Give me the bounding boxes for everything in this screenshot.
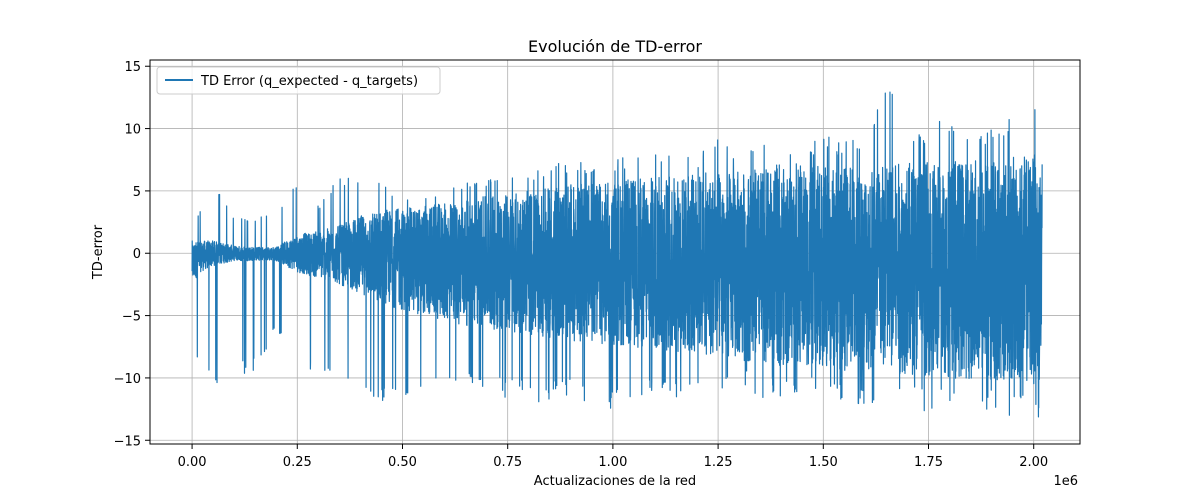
- y-tick-label: −10: [114, 372, 141, 387]
- y-axis-label: TD-error: [91, 224, 106, 280]
- x-tick-label: 2.00: [1019, 455, 1048, 470]
- chart-title: Evolución de TD-error: [528, 37, 702, 56]
- x-tick-label: 0.75: [493, 455, 522, 470]
- y-ticks: −15 −10 −5 0 5 10 15: [114, 60, 150, 449]
- x-offset-label: 1e6: [1053, 474, 1078, 489]
- x-tick-label: 0.25: [283, 455, 312, 470]
- x-tick-label: 1.50: [809, 455, 838, 470]
- x-tick-label: 0.00: [178, 455, 207, 470]
- x-tick-label: 1.75: [914, 455, 943, 470]
- x-tick-label: 0.50: [388, 455, 417, 470]
- x-axis-label: Actualizaciones de la red: [534, 474, 696, 489]
- x-ticks: 0.00 0.25 0.50 0.75 1.00 1.25 1.50 1.75 2.00: [178, 444, 1048, 470]
- legend-label: TD Error (q_expected - q_targets): [200, 74, 418, 89]
- y-tick-label: 5: [133, 185, 141, 200]
- legend: TD Error (q_expected - q_targets): [156, 66, 441, 95]
- y-tick-label: −15: [114, 434, 141, 449]
- x-tick-label: 1.25: [704, 455, 733, 470]
- y-tick-label: 0: [133, 247, 141, 262]
- series-layer: [191, 91, 1043, 418]
- x-tick-label: 1.00: [598, 455, 627, 470]
- y-tick-label: 10: [124, 123, 141, 138]
- series-line: [191, 91, 1043, 418]
- y-tick-label: −5: [122, 310, 141, 325]
- plot-frame: [149, 59, 1081, 445]
- legend-box: [156, 66, 441, 95]
- y-tick-label: 15: [124, 60, 141, 75]
